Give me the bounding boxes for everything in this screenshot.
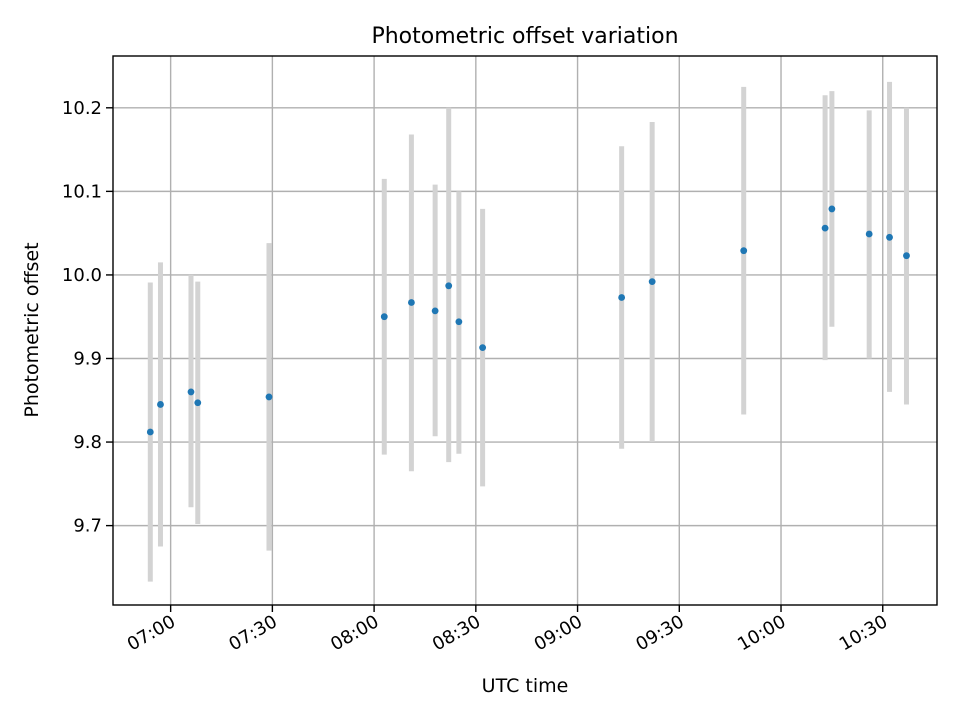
y-tick-label: 9.8 xyxy=(73,432,102,453)
data-point xyxy=(455,318,463,326)
x-tick-label: 09:30 xyxy=(632,611,687,655)
data-point xyxy=(479,344,487,352)
error-bars xyxy=(147,81,909,582)
x-tick-label: 08:30 xyxy=(429,611,484,655)
data-points xyxy=(146,205,910,436)
data-point xyxy=(187,388,195,396)
y-tick-label: 10.0 xyxy=(62,265,102,286)
y-tick-label: 9.9 xyxy=(73,348,102,369)
plot-frame xyxy=(112,55,938,606)
y-tick-label: 10.2 xyxy=(62,98,102,119)
x-tick-label: 07:30 xyxy=(225,611,280,655)
data-point xyxy=(194,399,202,407)
x-tick-label: 09:00 xyxy=(531,611,586,655)
data-point xyxy=(865,230,873,238)
data-point xyxy=(157,401,164,408)
chart-title: Photometric offset variation xyxy=(371,24,678,49)
data-point xyxy=(380,313,388,321)
y-axis-ticks: 9.7 9.8 9.9 10.0 10.1 10.2 xyxy=(62,98,113,537)
x-tick-label: 10:30 xyxy=(836,611,891,655)
data-point xyxy=(903,252,910,260)
x-tick-label: 08:00 xyxy=(327,611,382,655)
grid xyxy=(113,56,937,605)
data-point xyxy=(618,294,626,301)
y-tick-label: 10.1 xyxy=(62,181,102,202)
data-point xyxy=(445,282,453,290)
y-tick-label: 9.7 xyxy=(73,516,102,537)
data-point xyxy=(408,299,415,306)
x-tick-label: 07:00 xyxy=(124,611,179,655)
data-point xyxy=(265,393,273,401)
y-axis-label: Photometric offset xyxy=(21,242,43,417)
data-point xyxy=(146,428,154,436)
x-axis-label: UTC time xyxy=(482,675,569,697)
data-point xyxy=(740,247,748,255)
data-point xyxy=(431,307,439,315)
data-point xyxy=(886,233,893,241)
x-axis-ticks: 07:00 07:30 08:00 08:30 09:00 09:30 10:00 10:30 xyxy=(124,605,891,655)
data-point xyxy=(828,205,836,213)
data-point xyxy=(821,224,829,232)
data-point xyxy=(648,278,656,286)
x-tick-label: 10:00 xyxy=(734,611,789,655)
